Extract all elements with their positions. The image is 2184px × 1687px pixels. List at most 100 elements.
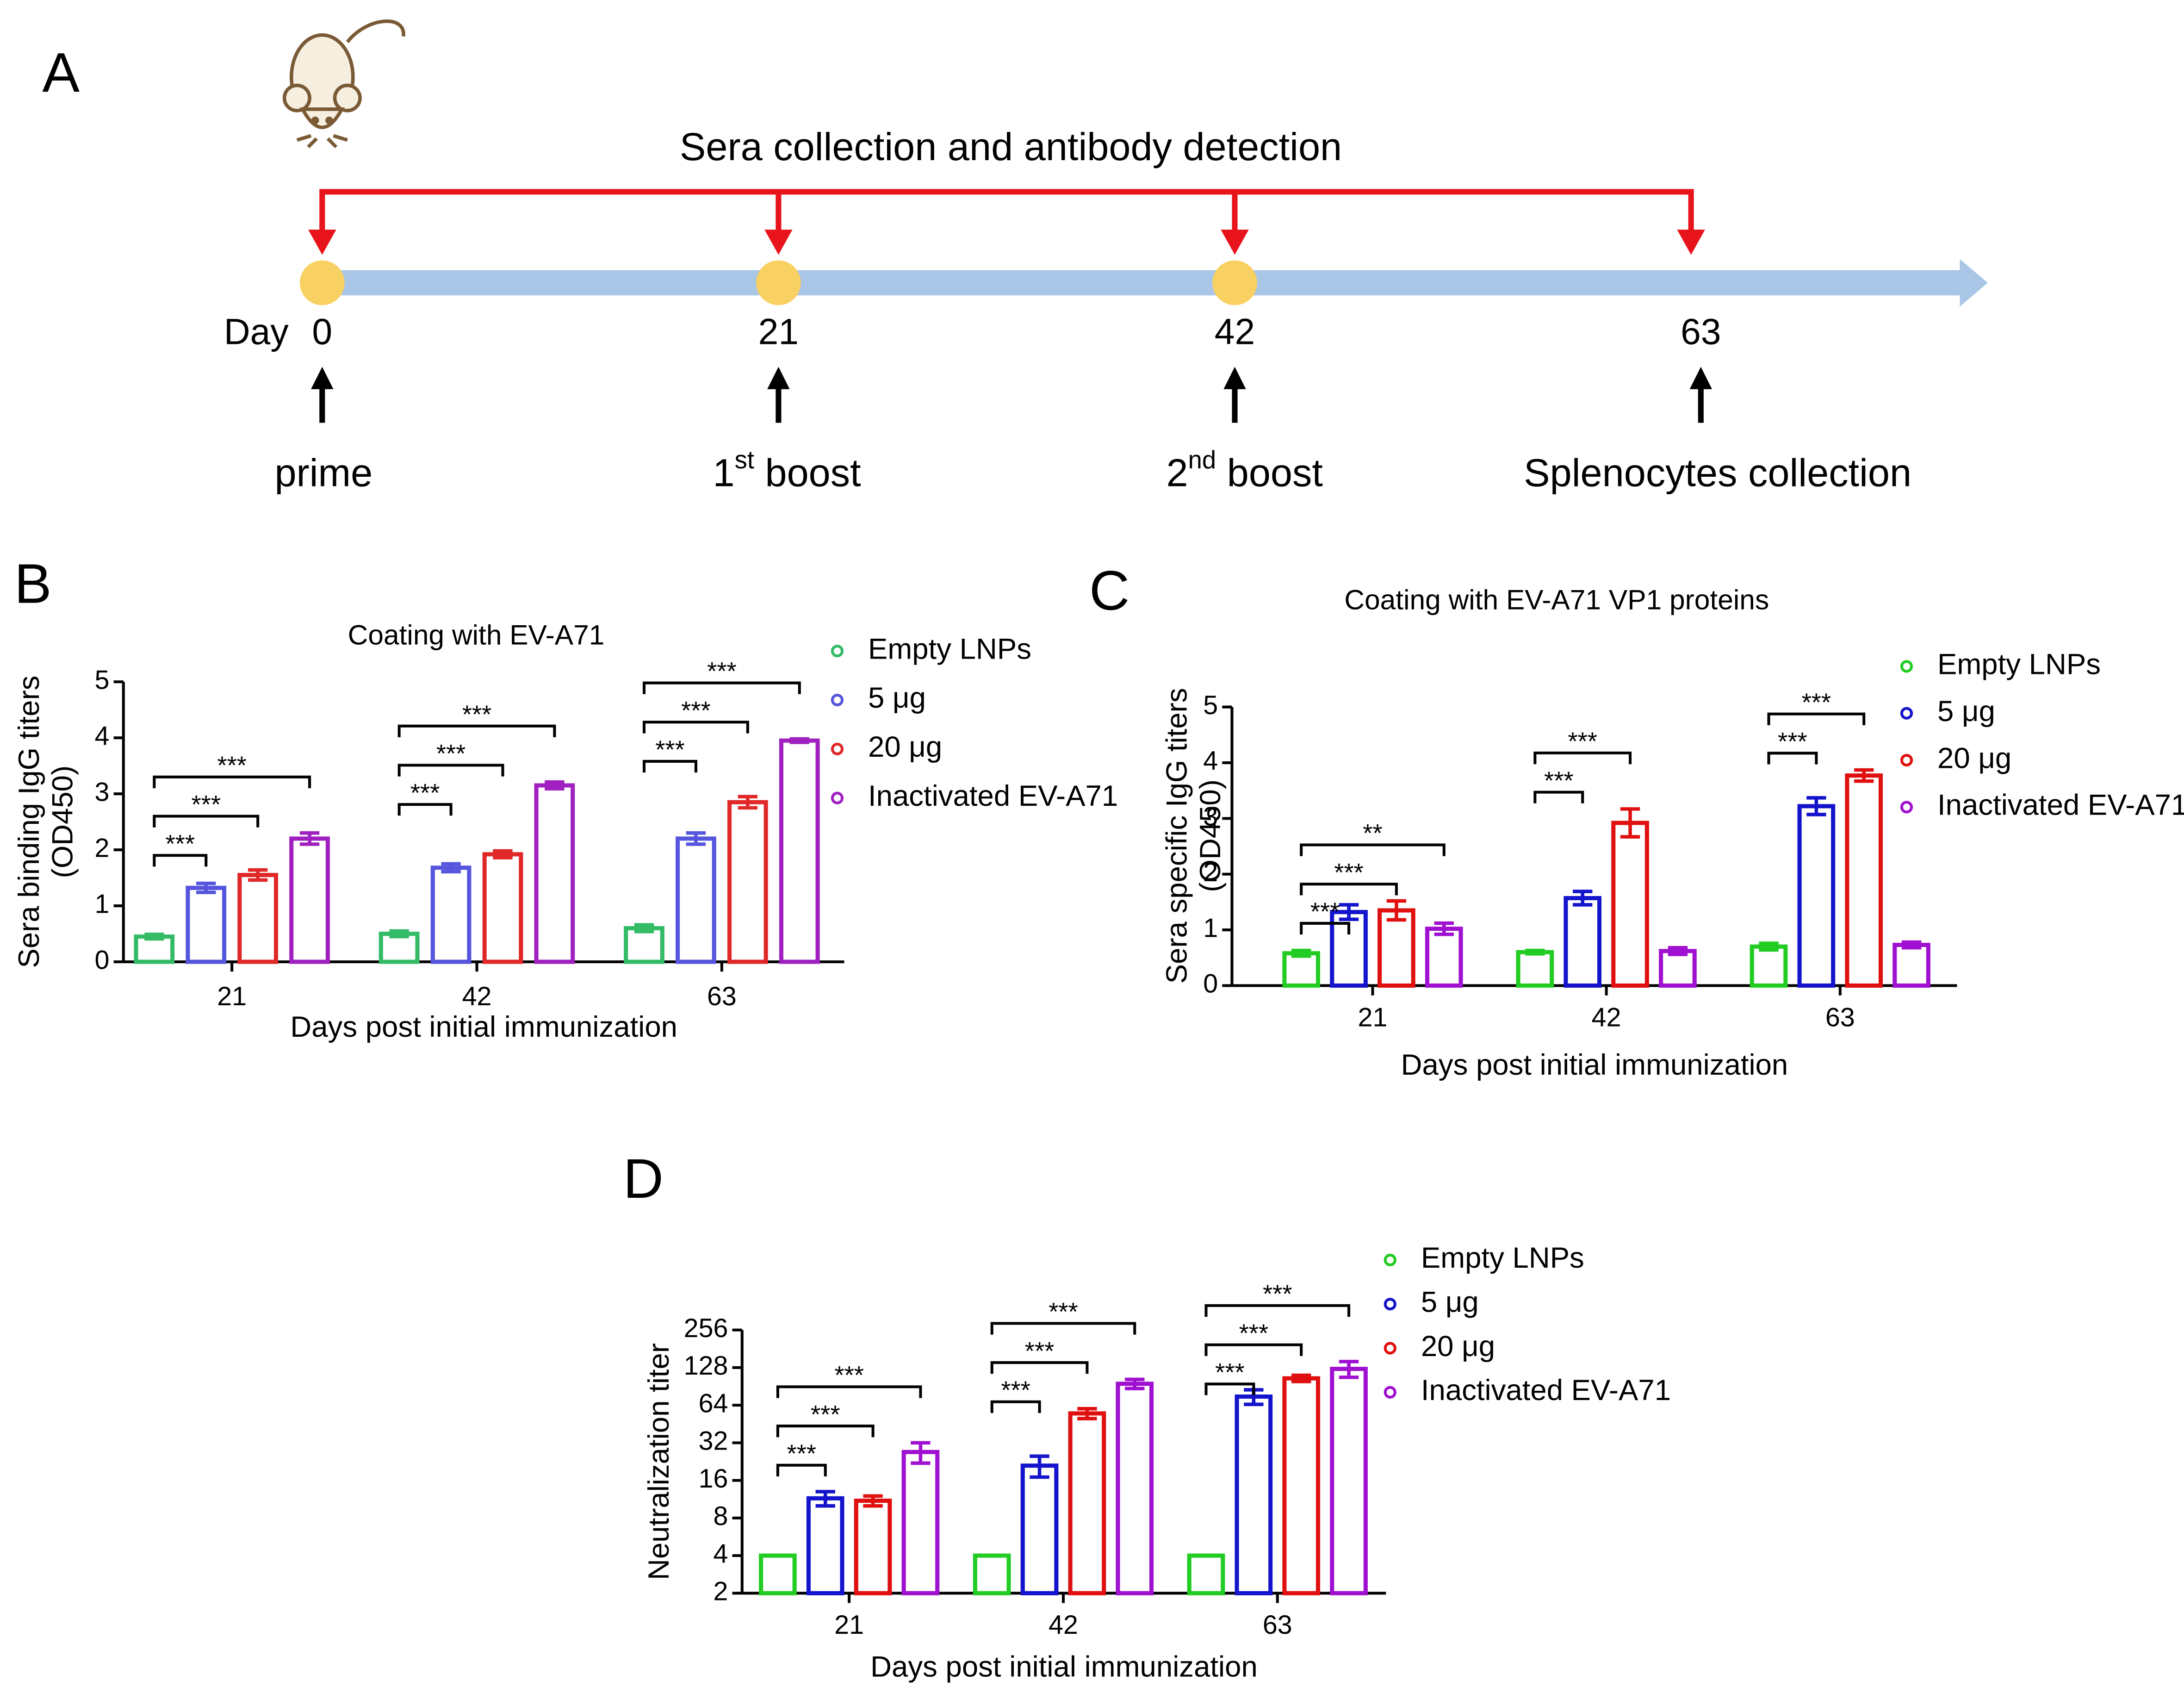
- x-tick-label: 42: [1592, 1002, 1621, 1032]
- legend-label: 20 μg: [1421, 1330, 1495, 1363]
- error-bar: [863, 1494, 883, 1508]
- error-bar: [1525, 948, 1545, 956]
- legend-label: 5 μg: [1421, 1285, 1479, 1318]
- bar: [1845, 773, 1883, 988]
- legend-label: Inactivated EV-A71: [1937, 789, 2184, 822]
- error-bar: [545, 780, 565, 791]
- bar: [1659, 949, 1697, 988]
- significance-label: ***: [191, 791, 221, 819]
- significance-bracket: [990, 1322, 1136, 1335]
- event-text: 2: [1166, 451, 1188, 495]
- event-arrowhead: [311, 367, 334, 389]
- legend-label: 5 μg: [1937, 695, 1995, 728]
- significance-bracket: [776, 1463, 827, 1476]
- significance-label: ***: [436, 740, 466, 768]
- event-text: Splenocytes collection: [1524, 451, 1911, 495]
- y-axis-label: (OD450): [1194, 779, 1227, 892]
- legend-marker: [1384, 1342, 1396, 1355]
- bar: [973, 1553, 1011, 1595]
- event-text: boost: [1216, 451, 1323, 495]
- bar: [624, 926, 664, 964]
- significance-label: ***: [811, 1400, 840, 1428]
- y-axis-label: Sera binding IgG titers: [12, 676, 45, 968]
- y-tick-label: 4: [714, 1539, 728, 1569]
- significance-label: ***: [410, 778, 440, 807]
- significance-bracket: [643, 681, 801, 694]
- event-superscript: st: [735, 446, 754, 474]
- injection-dot: [299, 260, 345, 305]
- significance-bracket: [643, 759, 697, 773]
- legend-marker: [1900, 707, 1913, 720]
- bar: [430, 865, 472, 964]
- error-bar: [686, 831, 706, 846]
- error-bar: [389, 929, 409, 939]
- event-label: 1st boost: [713, 446, 861, 495]
- y-tick-label: 2: [1203, 858, 1218, 887]
- bar: [1235, 1394, 1273, 1595]
- significance-bracket: [990, 1361, 1089, 1374]
- y-tick-label: 4: [95, 721, 110, 751]
- bar: [1068, 1411, 1106, 1595]
- significance-label: ***: [1802, 688, 1831, 716]
- panel-label: A: [42, 41, 80, 104]
- event-arrowhead: [1689, 367, 1712, 389]
- significance-bracket: [153, 854, 208, 867]
- significance-bracket: [397, 724, 556, 737]
- legend-label: Inactivated EV-A71: [1421, 1374, 1671, 1407]
- error-bar: [1573, 890, 1593, 907]
- significance-label: ***: [1778, 728, 1807, 756]
- legend-label: Inactivated EV-A71: [868, 779, 1118, 812]
- day-label: 63: [1681, 311, 1721, 352]
- bar: [1282, 951, 1321, 988]
- y-axis-label: Sera specific IgG titers: [1160, 688, 1193, 984]
- panel-label: D: [623, 1147, 664, 1210]
- error-bar: [1854, 768, 1874, 783]
- significance-label: ***: [1334, 858, 1364, 886]
- x-tick-label: 42: [1049, 1610, 1078, 1640]
- bar: [186, 885, 227, 964]
- timeline-bar: [322, 270, 1963, 296]
- y-tick-label: 1: [95, 889, 110, 919]
- bar: [1282, 1376, 1321, 1595]
- y-tick-label: 2: [95, 833, 110, 863]
- significance-label: ***: [1310, 897, 1340, 926]
- bar: [534, 783, 575, 964]
- legend-marker: [1900, 753, 1913, 767]
- panel-label: B: [14, 552, 52, 615]
- significance-bracket: [776, 1385, 922, 1398]
- significance-bracket: [1300, 883, 1398, 896]
- error-bar: [1339, 1360, 1359, 1379]
- bar: [1516, 950, 1554, 988]
- x-tick-label: 21: [1358, 1002, 1388, 1032]
- legend-marker: [831, 742, 844, 755]
- error-bar: [634, 923, 654, 934]
- error-bar: [911, 1441, 931, 1465]
- legend-marker: [1384, 1386, 1396, 1399]
- bar: [901, 1450, 940, 1595]
- error-bar: [1291, 948, 1311, 958]
- error-bar: [299, 831, 320, 846]
- event-label: Splenocytes collection: [1524, 451, 1911, 495]
- bar: [1020, 1463, 1059, 1595]
- legend-marker: [831, 791, 844, 804]
- error-bar: [1806, 796, 1826, 816]
- legend-label: 5 μg: [868, 681, 926, 714]
- significance-bracket: [1204, 1304, 1351, 1317]
- x-axis-label: Days post initial immunization: [290, 1010, 677, 1043]
- event-arrowhead: [1223, 367, 1246, 389]
- bar: [237, 873, 279, 964]
- significance-label: ***: [1239, 1319, 1269, 1347]
- y-axis-label: Neutralization titer: [642, 1343, 675, 1580]
- sera-bracket: [319, 189, 1694, 238]
- error-bar: [144, 933, 164, 941]
- panel-label: C: [1089, 559, 1129, 622]
- significance-bracket: [643, 721, 749, 734]
- significance-bracket: [1533, 791, 1584, 803]
- error-bar: [248, 868, 268, 882]
- error-bar: [815, 1490, 835, 1508]
- significance-label: ***: [1544, 766, 1574, 795]
- error-bar: [1434, 921, 1454, 936]
- bar: [779, 738, 820, 964]
- legend-label: Empty LNPs: [1937, 648, 2101, 681]
